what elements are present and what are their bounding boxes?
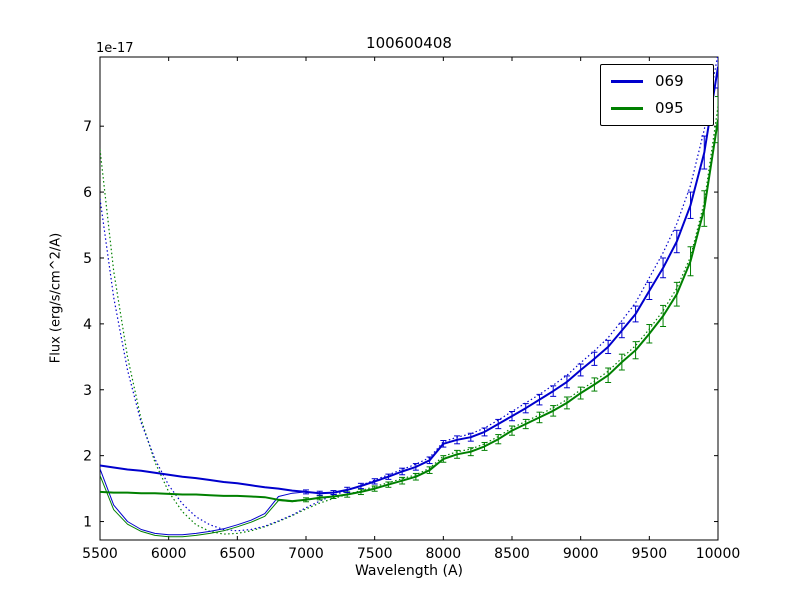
x-tick-label: 7000 (288, 546, 324, 562)
legend-label-095: 095 (655, 99, 684, 117)
x-tick-label: 9000 (563, 546, 599, 562)
x-tick-label: 9500 (632, 546, 668, 562)
series-095 (100, 119, 718, 503)
y-axis-label: Flux (erg/s/cm^2/A) (48, 232, 64, 364)
y-tick-label: 2 (83, 449, 92, 465)
y-tick-label: 3 (83, 383, 92, 399)
legend-entry-095: 095 (611, 101, 713, 116)
x-tick-label: 8500 (494, 546, 530, 562)
y-axis-offset-text: 1e-17 (96, 41, 134, 56)
series-095-spectrum-left (100, 475, 307, 538)
chart-title: 100600408 (366, 34, 452, 52)
axes-frame (99, 56, 719, 541)
legend-line-095 (611, 107, 643, 110)
legend: 069 095 (600, 64, 714, 126)
x-tick-label: 7500 (357, 546, 393, 562)
y-tick-label: 6 (83, 185, 92, 201)
series-069-spectrum-left (100, 468, 307, 536)
x-tick-label: 8000 (426, 546, 462, 562)
x-axis-label: Wavelength (A) (354, 563, 463, 579)
y-tick-label: 4 (83, 317, 92, 333)
y-tick-label: 5 (83, 251, 92, 267)
legend-entry-069: 069 (611, 74, 713, 89)
series-069 (100, 66, 718, 495)
legend-label-069: 069 (655, 72, 684, 90)
legend-line-069 (611, 80, 643, 83)
x-tick-label: 6000 (151, 546, 187, 562)
x-tick-label: 5500 (82, 546, 118, 562)
x-tick-label: 6500 (220, 546, 256, 562)
x-tick-label: 10000 (696, 546, 741, 562)
y-tick-label: 1 (83, 515, 92, 531)
y-tick-label: 7 (83, 119, 92, 135)
